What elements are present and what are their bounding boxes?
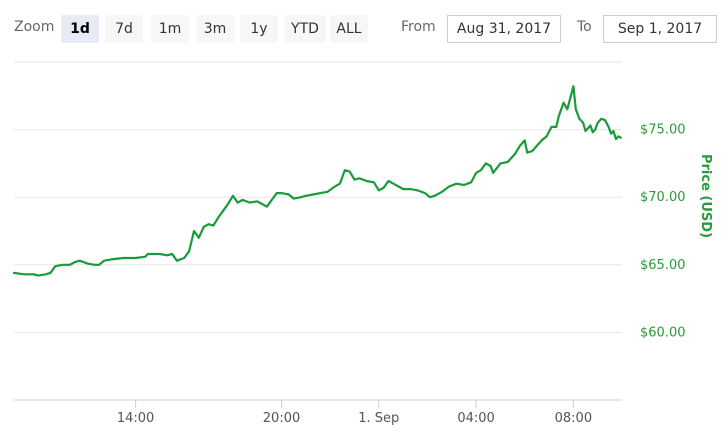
range-button-1y[interactable]: 1y [240,15,278,43]
range-selector-toolbar: Zoom 1d 7d 1m 3m 1y YTD ALL From Aug 31,… [0,0,728,60]
zoom-label: Zoom [14,19,55,35]
range-button-1m[interactable]: 1m [151,15,189,43]
x-tick-label: 20:00 [263,411,300,426]
range-button-1d[interactable]: 1d [61,15,99,43]
range-button-all[interactable]: ALL [330,15,368,43]
from-label: From [401,19,436,35]
y-axis-title: Price (USD) [698,154,713,238]
x-tick-label: 14:00 [117,411,154,426]
x-tick-label: 08:00 [555,411,592,426]
price-series-line [12,85,622,277]
y-tick-label: $60.00 [640,325,686,340]
x-tick-label: 1. Sep [358,411,399,426]
x-tick-label: 04:00 [457,411,494,426]
to-label: To [577,19,592,35]
y-axis-ticks: $60.00 $65.00 $70.00 $75.00 [640,123,686,341]
y-tick-label: $65.00 [640,258,686,273]
range-button-3m[interactable]: 3m [196,15,234,43]
range-button-7d[interactable]: 7d [105,15,143,43]
y-tick-label: $70.00 [640,190,686,205]
range-button-ytd[interactable]: YTD [284,15,326,43]
x-axis-ticks: 14:00 20:00 1. Sep 04:00 08:00 [117,400,592,426]
gridlines [14,61,622,333]
to-date-input[interactable]: Sep 1, 2017 [603,15,717,43]
y-tick-label: $75.00 [640,123,686,138]
from-date-input[interactable]: Aug 31, 2017 [447,15,561,43]
